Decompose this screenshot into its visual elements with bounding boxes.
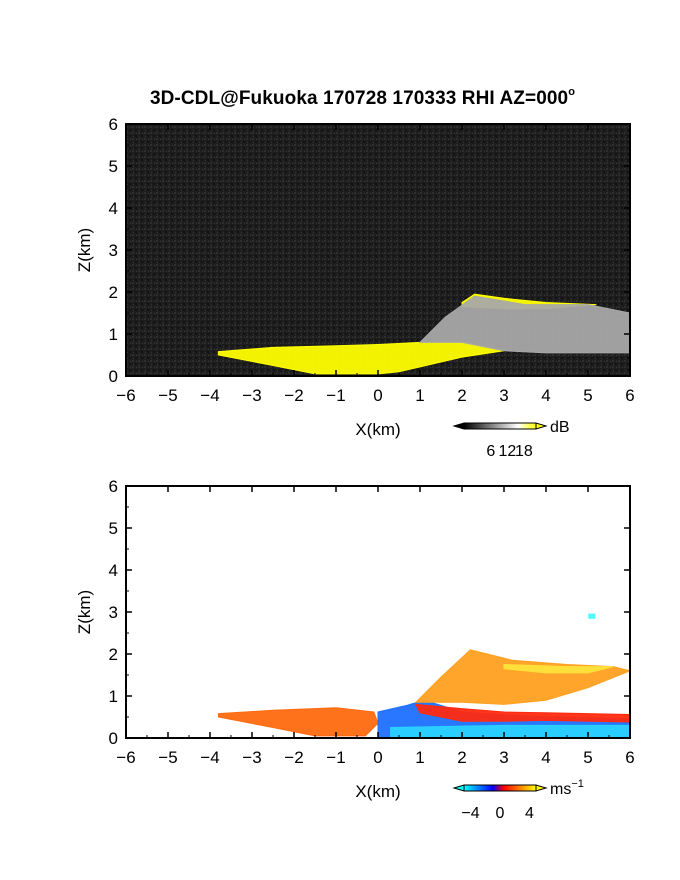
y-tick-label-top: 1 (109, 325, 118, 344)
colorbar-tick-label-bottom: 0 (496, 805, 505, 822)
colorbar-tick-label-bottom: 4 (525, 805, 534, 822)
x-tick-label-bottom: 5 (583, 748, 592, 767)
x-axis-label-bottom: X(km) (355, 782, 400, 801)
x-tick-label-bottom: −5 (158, 748, 177, 767)
x-tick-label-bottom: −4 (200, 748, 219, 767)
y-tick-label-top: 6 (109, 115, 118, 134)
colorbar-tick-label-top: 6 (486, 443, 495, 460)
degree-mark: o (568, 86, 576, 98)
y-tick-label-bottom: 1 (109, 687, 118, 706)
region-orange-elevated-plume (414, 649, 630, 705)
y-tick-label-top: 0 (109, 367, 118, 386)
x-tick-label-bottom: −3 (242, 748, 261, 767)
y-tick-label-top: 5 (109, 157, 118, 176)
x-tick-label-top: 1 (415, 386, 424, 405)
x-tick-label-top: 3 (499, 386, 508, 405)
x-tick-label-top: −6 (116, 386, 135, 405)
region-cyan-near-ground (390, 724, 630, 738)
region-cyan-isolated-point (588, 613, 596, 619)
x-tick-label-top: −3 (242, 386, 261, 405)
x-tick-label-bottom: 0 (373, 748, 382, 767)
colorbar-low-arrow-top (452, 422, 465, 430)
chart-title: 3D-CDL@Fukuoka 170728 170333 RHI AZ=000o (0, 86, 680, 110)
x-tick-label-top: 5 (583, 386, 592, 405)
colorbar-unit-bottom: ms−1 (550, 778, 584, 798)
colorbar-tick-label-top: 18 (515, 443, 533, 460)
y-tick-label-bottom: 0 (109, 729, 118, 748)
x-tick-label-bottom: 1 (415, 748, 424, 767)
region-yellow-strong-echo (217, 341, 505, 375)
x-tick-label-top: −4 (200, 386, 219, 405)
x-tick-label-bottom: 6 (625, 748, 634, 767)
y-axis-label-top: Z(km) (75, 228, 94, 272)
colorbar-high-arrow-top (535, 422, 548, 430)
colorbar-unit-exponent: −1 (571, 778, 584, 790)
chart-title-text: 3D-CDL@Fukuoka 170728 170333 RHI AZ=000 (149, 88, 569, 109)
region-grey-elevated-plume (418, 295, 630, 354)
region-red-orange-left-wedge (217, 707, 379, 737)
x-tick-label-bottom: −2 (284, 748, 303, 767)
x-tick-label-bottom: 4 (541, 748, 550, 767)
y-tick-label-top: 2 (109, 283, 118, 302)
y-tick-label-bottom: 2 (109, 645, 118, 664)
colorbar-bottom (463, 784, 537, 792)
colorbar-tick-label-bottom: −4 (461, 805, 479, 822)
region-yellow-upper-layer (503, 663, 614, 674)
colorbar-high-arrow-bottom (535, 784, 548, 792)
data-regions-top (217, 293, 630, 375)
x-tick-label-top: −2 (284, 386, 303, 405)
x-axis-label-top: X(km) (355, 420, 400, 439)
x-tick-label-top: 6 (625, 386, 634, 405)
x-tick-label-bottom: 2 (457, 748, 466, 767)
x-tick-label-bottom: −6 (116, 748, 135, 767)
colorbar-top (463, 422, 537, 430)
y-tick-label-bottom: 4 (109, 561, 118, 580)
x-tick-label-bottom: 3 (499, 748, 508, 767)
colorbar-low-arrow-bottom (452, 784, 465, 792)
plot-background-bottom (126, 486, 630, 738)
x-tick-label-bottom: −1 (326, 748, 345, 767)
region-red-layer (414, 703, 630, 723)
y-tick-label-bottom: 3 (109, 603, 118, 622)
y-tick-label-bottom: 5 (109, 519, 118, 538)
data-regions-bottom (217, 613, 630, 738)
colorbar-unit-top: dB (550, 419, 570, 436)
y-tick-label-bottom: 6 (109, 477, 118, 496)
y-axis-label-bottom: Z(km) (75, 590, 94, 634)
x-tick-label-top: 0 (373, 386, 382, 405)
x-tick-label-top: −1 (326, 386, 345, 405)
x-tick-label-top: 2 (457, 386, 466, 405)
y-tick-label-top: 3 (109, 241, 118, 260)
x-tick-label-top: −5 (158, 386, 177, 405)
x-tick-label-top: 4 (541, 386, 550, 405)
colorbar-tick-label-top: 12 (498, 443, 516, 460)
y-tick-label-top: 4 (109, 199, 118, 218)
